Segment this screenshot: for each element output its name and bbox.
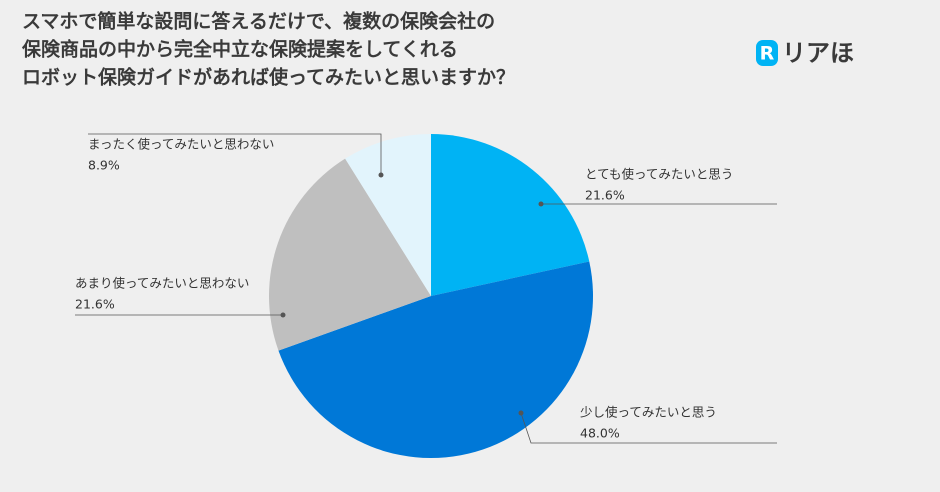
value-label: 21.6% <box>75 297 115 312</box>
leader-dot <box>538 201 544 207</box>
leader-line <box>520 412 777 444</box>
logo-text: リアほ <box>782 39 854 67</box>
leader-dot <box>280 312 286 318</box>
chart-title: ロボット保険ガイドがあれば使ってみたいと思いますか？ <box>22 66 515 89</box>
pie-slice <box>345 134 431 296</box>
pie-slice <box>431 134 590 296</box>
pie-slice <box>269 158 431 351</box>
value-label: 21.6% <box>585 188 625 203</box>
chart-title: スマホで簡単な設問に答えるだけで、複数の保険会社の <box>22 10 495 33</box>
leader-dot <box>518 410 524 416</box>
slice-label: とても使ってみたいと思う <box>585 167 733 182</box>
slice-label: まったく使ってみたいと思わない <box>88 137 274 152</box>
slice-label: 少し使ってみたいと思う <box>580 405 717 420</box>
logo-badge <box>756 40 778 66</box>
pie-slice <box>278 261 594 459</box>
leader-dot <box>378 172 384 178</box>
slice-label: あまり使ってみたいと思わない <box>75 276 249 291</box>
logo: R リアほ <box>756 39 854 67</box>
value-label: 8.9% <box>88 158 120 173</box>
logo-mark: R <box>760 43 775 65</box>
value-label: 48.0% <box>580 426 620 441</box>
leader-line <box>88 133 382 175</box>
chart-title: 保険商品の中から完全中立な保険提案をしてくれる <box>21 38 458 61</box>
